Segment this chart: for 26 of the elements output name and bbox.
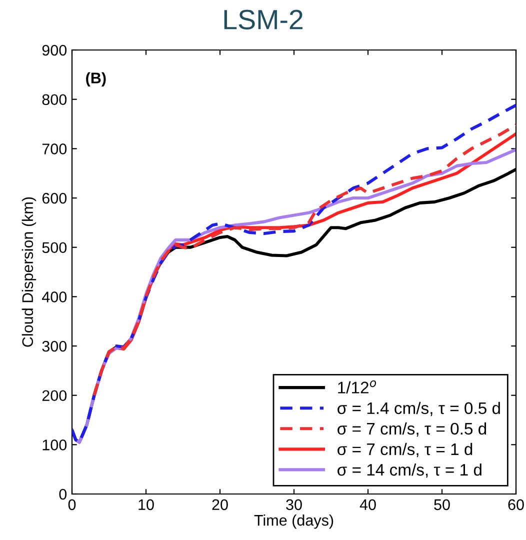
legend-label: 1/12$^{o}$ — [338, 380, 376, 394]
y-tick-label: 300 — [42, 340, 67, 352]
y-tick-label: 600 — [42, 192, 67, 204]
y-tick-label: 200 — [42, 390, 67, 402]
legend-label: σ = 7 cm/s, τ = 1 d — [338, 442, 472, 458]
y-axis-title: Cloud Dispersion (km) — [22, 197, 36, 347]
x-tick-label: 50 — [434, 499, 450, 510]
y-tick-label: 700 — [42, 144, 67, 154]
x-tick-label: 20 — [212, 499, 228, 510]
x-tick-label: 30 — [286, 499, 302, 510]
y-tick-label: 400 — [42, 292, 67, 302]
y-tick-label: 100 — [42, 440, 67, 450]
y-tick-label: 800 — [42, 94, 67, 106]
legend-label: σ = 14 cm/s, τ = 1 d — [338, 463, 482, 478]
chart-title: LSM-2 — [224, 10, 303, 30]
x-tick-label: 60 — [508, 499, 524, 510]
legend-label: σ = 1.4 cm/s, τ = 0.5 d — [338, 402, 500, 416]
x-axis-title: Time (days) — [254, 514, 334, 529]
x-tick-label: 0 — [68, 499, 76, 510]
x-tick-label: 40 — [360, 499, 376, 510]
legend-label: σ = 7 cm/s, τ = 0.5 d — [338, 422, 486, 437]
x-tick-label: 10 — [138, 499, 154, 510]
y-tick-label: 0 — [59, 488, 67, 500]
y-tick-label: 500 — [42, 242, 67, 254]
y-tick-label: 900 — [42, 44, 67, 56]
annotation: (B) — [86, 72, 106, 86]
